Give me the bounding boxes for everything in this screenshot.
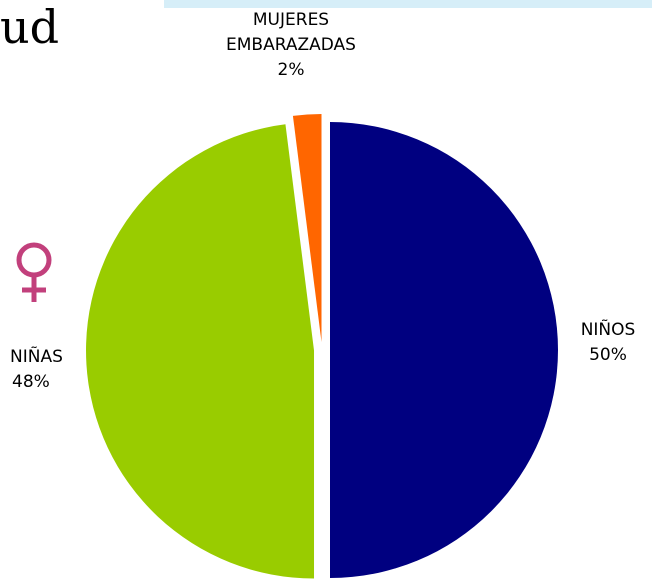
slice-label-mujeres-line1: MUJERES <box>252 10 330 30</box>
pie-slice-ninas <box>86 124 315 579</box>
slice-label-ninas: NIÑAS 48% <box>4 345 84 395</box>
slice-label-ninos: NIÑOS 50% <box>572 318 644 368</box>
slice-value-ninas: 48% <box>12 372 50 392</box>
slice-label-mujeres-line2: EMBARAZADAS <box>226 35 356 55</box>
slice-label-mujeres: MUJERES EMBARAZADAS 2% <box>198 8 384 83</box>
slice-value-mujeres: 2% <box>277 60 305 80</box>
header-accent-bar <box>164 0 652 8</box>
slice-label-ninas-name: NIÑAS <box>10 347 63 367</box>
slice-value-ninos: 50% <box>589 345 627 365</box>
page-title-fragment: ud <box>0 0 60 54</box>
slice-label-ninos-name: NIÑOS <box>580 320 636 340</box>
pie-slice-mujeres <box>292 114 322 343</box>
female-sign-icon <box>16 242 52 302</box>
pie-slice-ninos <box>330 122 558 578</box>
